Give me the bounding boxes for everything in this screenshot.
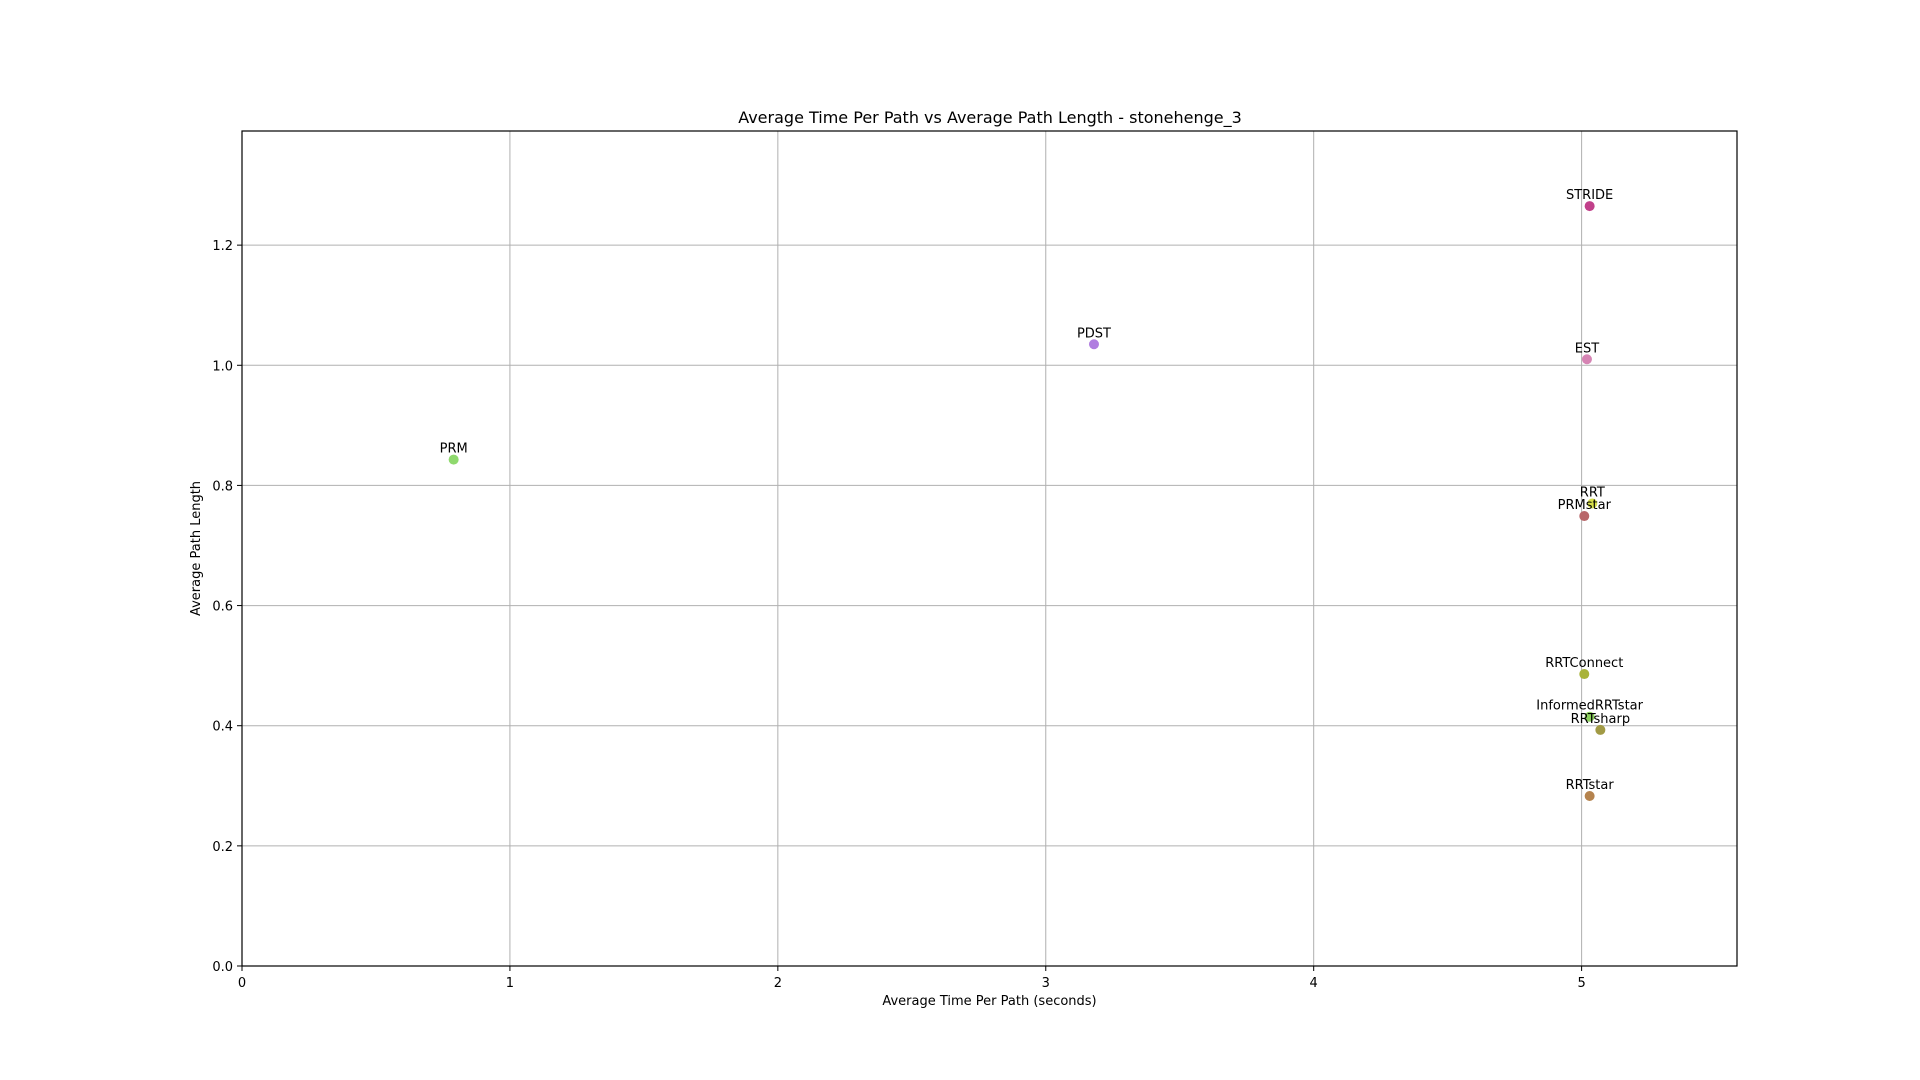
data-point-label: PRMstar — [1558, 498, 1612, 513]
data-point-label: STRIDE — [1566, 188, 1613, 203]
data-point — [1579, 511, 1590, 522]
y-tick-label: 0.8 — [212, 479, 233, 494]
data-point — [1595, 724, 1606, 735]
data-point — [1584, 201, 1595, 212]
data-point — [1581, 354, 1592, 365]
y-tick-label: 0.4 — [212, 720, 233, 735]
plot-frame — [241, 130, 1738, 967]
x-tick-label: 2 — [774, 976, 782, 991]
x-tick-label: 4 — [1310, 976, 1318, 991]
data-point — [448, 454, 459, 465]
data-point-label: InformedRRTstar — [1536, 699, 1643, 714]
data-point-label: RRTsharp — [1571, 712, 1630, 727]
data-point — [1579, 669, 1590, 680]
data-point — [1587, 498, 1598, 509]
data-point — [1088, 339, 1099, 350]
data-point-label: EST — [1575, 341, 1599, 356]
axis-ticks: 0 1 2 3 4 5 0.0 0.2 0.4 0.6 0.8 1.0 1.2 — [212, 239, 1585, 991]
x-tick-label: 5 — [1577, 976, 1585, 991]
y-tick-label: 0.0 — [212, 960, 233, 975]
data-point-label: PDST — [1077, 326, 1111, 341]
data-point-label: RRT — [1580, 485, 1605, 500]
x-tick-label: 0 — [238, 976, 246, 991]
y-tick-label: 0.2 — [212, 840, 233, 855]
x-tick-label: 1 — [506, 976, 514, 991]
y-tick-label: 0.6 — [212, 600, 233, 615]
chart-title: Average Time Per Path vs Average Path Le… — [738, 108, 1242, 128]
x-tick-label: 3 — [1042, 976, 1050, 991]
y-tick-label: 1.2 — [212, 239, 233, 254]
data-point-label: PRM — [440, 442, 468, 457]
data-point-label: RRTConnect — [1545, 656, 1623, 671]
x-axis-label: Average Time Per Path (seconds) — [882, 994, 1096, 1009]
data-point-label: RRTstar — [1566, 778, 1615, 793]
data-point — [1584, 790, 1595, 801]
y-axis-label: Average Path Length — [189, 481, 204, 616]
y-tick-label: 1.0 — [212, 359, 233, 374]
grid-lines — [241, 131, 1737, 967]
data-point — [1584, 711, 1595, 722]
